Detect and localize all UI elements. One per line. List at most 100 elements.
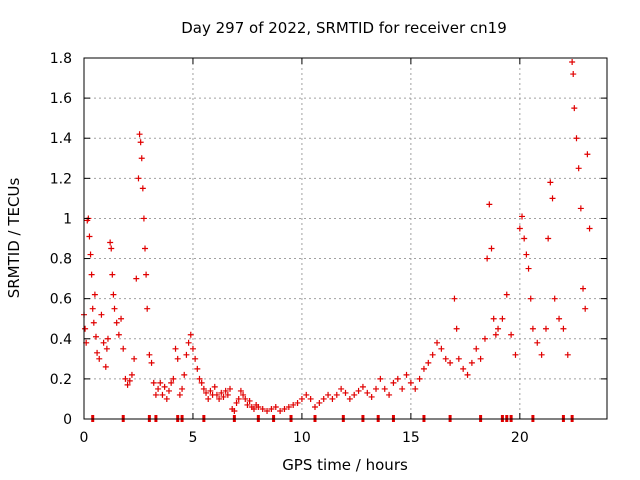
data-point [499,315,506,322]
data-point [519,213,526,220]
x-tick-label: 5 [188,430,197,446]
data-point [108,245,115,252]
data-point [207,387,214,394]
data-point [115,331,122,338]
data-point [211,383,218,390]
data-point [136,131,143,138]
data-point [168,379,175,386]
data-point [179,385,186,392]
data-point [425,359,432,366]
data-point [329,395,336,402]
data-point [460,365,467,372]
data-point [359,383,366,390]
data-point [298,395,305,402]
data-point [170,375,177,382]
x-axis: 0 5 10 15 20 [80,58,529,446]
data-point [571,105,578,112]
data-point [111,305,118,312]
data-point [104,335,111,342]
data-point [150,379,157,386]
data-point [90,319,97,326]
data-point [342,389,349,396]
data-point [120,345,127,352]
data-point [534,339,541,346]
data-point [250,405,257,412]
data-point [103,345,110,352]
chart-title: Day 297 of 2022, SRMTID for receiver cn1… [181,19,507,37]
data-point [109,271,116,278]
data-point [218,389,225,396]
data-point [429,351,436,358]
data-point [102,363,109,370]
data-point [124,381,131,388]
y-tick-label: 0 [63,412,72,428]
data-point [231,407,238,414]
data-point [488,245,495,252]
data-point [91,291,98,298]
data-point [381,385,388,392]
data-point [503,291,510,298]
data-point [86,233,93,240]
data-point [98,311,105,318]
data-point [473,345,480,352]
data-point [368,393,375,400]
data-point [307,395,314,402]
data-point [88,271,95,278]
data-point [549,195,556,202]
data-point [272,403,279,410]
data-point [547,179,554,186]
data-point [484,255,491,262]
data-point [542,325,549,332]
y-tick-label: 1.8 [50,51,72,67]
data-point [143,271,150,278]
data-point [403,371,410,378]
plot-frame [83,57,608,420]
data-point [194,365,201,372]
data-point [165,387,172,394]
data-point [200,385,207,392]
data-point [512,351,519,358]
data-point [148,359,155,366]
data-point [107,239,114,246]
y-tick-label: 0.8 [50,252,72,268]
data-point [203,389,210,396]
x-tick-label: 20 [511,430,529,446]
data-point [486,201,493,208]
grid-lines [84,58,607,419]
data-point [277,407,284,414]
data-point [390,379,397,386]
data-point [163,395,170,402]
data-point [133,275,140,282]
data-point [161,383,168,390]
data-point [155,385,162,392]
data-point [96,355,103,362]
data-point [570,71,577,78]
data-point [420,365,427,372]
data-point [580,285,587,292]
data-point [386,391,393,398]
data-point [192,355,199,362]
data-point [181,371,188,378]
data-point [346,395,353,402]
data-point [233,399,240,406]
data-point [187,331,194,338]
data-point [529,325,536,332]
data-point [492,331,499,338]
data-point [94,349,101,356]
data-point [551,295,558,302]
data-point [582,305,589,312]
data-point [394,375,401,382]
data-point [281,405,288,412]
data-point [538,351,545,358]
data-point [118,315,125,322]
data-point [172,345,179,352]
data-point [176,391,183,398]
data-point [240,391,247,398]
data-point [451,295,458,302]
y-tick-label: 1 [63,211,72,227]
data-point [242,395,249,402]
data-point [255,403,262,410]
data-point [268,405,275,412]
data-point [508,331,515,338]
data-point [159,391,166,398]
